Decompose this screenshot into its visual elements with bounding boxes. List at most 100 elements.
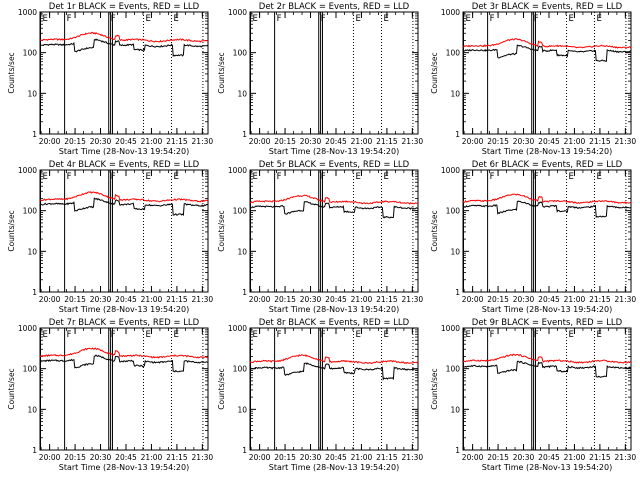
x-tick-label: 21:15 <box>589 453 611 462</box>
event-marker-label: E <box>356 330 361 340</box>
series-line-events <box>249 201 419 219</box>
event-marker-label: E <box>174 172 179 182</box>
event-marker-label: F <box>490 330 495 340</box>
panel-det-9: Det 9r BLACK = Events, RED = LLD 1 10 100 10… <box>430 318 636 472</box>
panel-title: Det 7r BLACK = Events, RED = LLD <box>49 318 200 328</box>
x-tick-label: 20:30 <box>90 137 112 146</box>
x-tick-label: 20:15 <box>64 295 86 304</box>
y-tick-label: 1 <box>455 130 460 139</box>
x-tick-label: 21:00 <box>141 137 163 146</box>
event-marker-label: E <box>569 14 574 24</box>
axes-frame <box>39 327 209 451</box>
series-line-events <box>39 354 209 373</box>
series-line-lld <box>39 191 209 203</box>
y-tick-label: 1000 <box>228 166 247 175</box>
series-line-events <box>249 362 419 381</box>
event-marker-label: F <box>534 172 539 182</box>
x-tick-label: 20:30 <box>513 295 535 304</box>
x-tick-label: 20:15 <box>487 453 509 462</box>
x-tick-label: 21:00 <box>351 137 373 146</box>
panel-det-8: Det 8r BLACK = Events, RED = LLD 1 10 100 10… <box>217 318 423 472</box>
series-line-lld <box>462 193 632 204</box>
x-axis-label: Start Time (28-Nov-13 19:54:20) <box>482 463 612 472</box>
y-tick-label: 1000 <box>228 324 247 333</box>
x-tick-label: 21:00 <box>564 137 586 146</box>
y-tick-label: 1 <box>242 446 247 455</box>
x-tick-label: 20:45 <box>538 453 560 462</box>
event-marker-label: E <box>146 172 151 182</box>
x-tick-label: 20:00 <box>39 137 61 146</box>
x-tick-label: 20:00 <box>249 453 271 462</box>
y-tick-label: 1000 <box>18 324 37 333</box>
panel-det-5: Det 5r BLACK = Events, RED = LLD 1 10 100 10… <box>217 160 423 314</box>
event-marker-label: E <box>597 14 602 24</box>
event-marker-label: E <box>253 14 258 24</box>
y-tick-label: 1 <box>32 446 37 455</box>
y-tick-label: 10 <box>237 247 247 256</box>
x-tick-label: 20:30 <box>300 295 322 304</box>
x-tick-label: 21:00 <box>564 453 586 462</box>
event-marker-label: E <box>384 330 389 340</box>
series-line-events <box>462 200 632 218</box>
event-marker-label: F <box>111 330 116 340</box>
x-tick-label: 20:15 <box>487 137 509 146</box>
y-tick-label: 1000 <box>441 324 460 333</box>
x-tick-label: 20:15 <box>274 137 296 146</box>
x-tick-label: 20:15 <box>274 295 296 304</box>
series-line-lld <box>462 38 632 49</box>
y-tick-label: 10 <box>237 405 247 414</box>
event-marker-label: F <box>321 330 326 340</box>
panel-title: Det 3r BLACK = Events, RED = LLD <box>472 2 623 12</box>
y-tick-label: 1000 <box>441 166 460 175</box>
y-tick-label: 1000 <box>18 8 37 17</box>
event-marker-label: F <box>67 330 72 340</box>
y-axis-label: Counts/sec <box>217 368 226 409</box>
event-marker-label: F <box>277 330 282 340</box>
y-tick-label: 1000 <box>441 8 460 17</box>
x-axis-label: Start Time (28-Nov-13 19:54:20) <box>269 147 399 156</box>
y-tick-label: 10 <box>237 89 247 98</box>
x-tick-label: 21:15 <box>376 137 398 146</box>
x-tick-label: 21:15 <box>376 453 398 462</box>
x-axis-label: Start Time (28-Nov-13 19:54:20) <box>59 147 189 156</box>
x-tick-label: 21:15 <box>166 137 188 146</box>
y-axis-label: Counts/sec <box>7 210 16 251</box>
x-tick-label: 20:45 <box>325 137 347 146</box>
y-axis-label: Counts/sec <box>430 210 439 251</box>
x-tick-label: 20:30 <box>513 137 535 146</box>
x-tick-label: 20:00 <box>462 295 484 304</box>
axes-frame <box>39 169 209 293</box>
x-tick-label: 20:45 <box>538 137 560 146</box>
y-tick-label: 1 <box>455 446 460 455</box>
x-tick-label: 20:00 <box>249 137 271 146</box>
x-tick-label: 21:15 <box>166 295 188 304</box>
x-tick-label: 21:30 <box>402 295 424 304</box>
panel-title: Det 9r BLACK = Events, RED = LLD <box>472 318 623 328</box>
axes-frame <box>462 169 632 293</box>
event-marker-label: E <box>253 172 258 182</box>
y-axis-label: Counts/sec <box>217 210 226 251</box>
axes-frame <box>462 11 632 135</box>
x-tick-label: 20:30 <box>90 295 112 304</box>
x-tick-label: 20:30 <box>300 137 322 146</box>
x-axis-label: Start Time (28-Nov-13 19:54:20) <box>269 305 399 314</box>
y-tick-label: 100 <box>233 207 248 216</box>
y-tick-label: 10 <box>27 247 37 256</box>
y-tick-label: 1000 <box>18 166 37 175</box>
panel-title: Det 2r BLACK = Events, RED = LLD <box>259 2 410 12</box>
event-marker-label: E <box>174 330 179 340</box>
x-tick-label: 21:30 <box>402 137 424 146</box>
panel-title: Det 5r BLACK = Events, RED = LLD <box>259 160 410 170</box>
event-marker-label: F <box>277 14 282 24</box>
x-axis-label: Start Time (28-Nov-13 19:54:20) <box>59 305 189 314</box>
event-marker-label: F <box>277 172 282 182</box>
y-tick-label: 10 <box>450 89 460 98</box>
panel-det-6: Det 6r BLACK = Events, RED = LLD 1 10 100 10… <box>430 160 636 314</box>
x-tick-label: 20:45 <box>115 137 137 146</box>
x-tick-label: 20:30 <box>300 453 322 462</box>
panel-title: Det 6r BLACK = Events, RED = LLD <box>472 160 623 170</box>
event-marker-label: E <box>43 14 48 24</box>
x-tick-label: 20:00 <box>249 295 271 304</box>
y-tick-label: 100 <box>233 49 248 58</box>
